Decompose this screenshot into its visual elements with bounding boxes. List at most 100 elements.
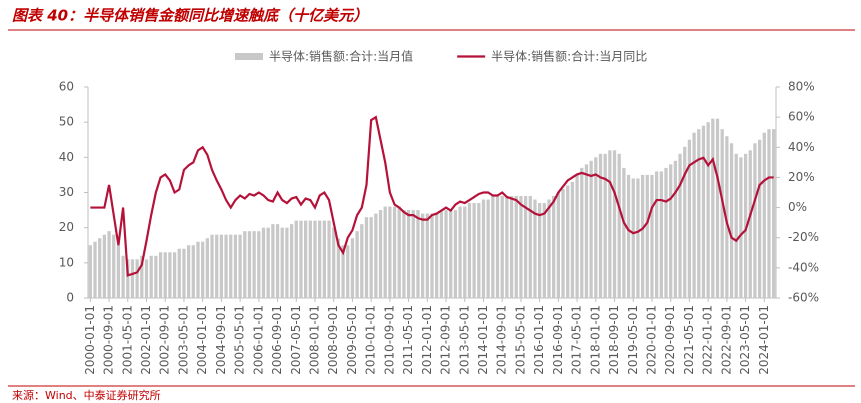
bar xyxy=(734,153,738,298)
bar xyxy=(233,234,238,298)
bar xyxy=(215,234,219,298)
bar xyxy=(163,252,167,298)
bar xyxy=(715,118,720,299)
bar xyxy=(650,174,654,298)
y-tick-label: 0 xyxy=(66,291,74,305)
bar xyxy=(608,150,612,298)
bar xyxy=(584,164,589,298)
bar xyxy=(388,206,392,298)
bar xyxy=(308,220,312,298)
bar xyxy=(360,224,364,298)
bar xyxy=(640,174,645,298)
x-tick-label: 2013-05-01 xyxy=(457,305,471,375)
bar xyxy=(158,252,163,298)
bar xyxy=(266,227,270,298)
x-tick-label: 2011-05-01 xyxy=(401,305,415,375)
bar xyxy=(144,259,149,298)
bar xyxy=(383,206,387,298)
bar xyxy=(318,220,322,298)
bar xyxy=(369,217,373,298)
x-tick-label: 2004-01-01 xyxy=(195,305,209,375)
bar xyxy=(261,227,266,298)
line xyxy=(90,115,774,277)
bar xyxy=(126,259,130,298)
bar xyxy=(186,245,191,298)
bar xyxy=(725,136,729,298)
x-tick-label: 2014-01-01 xyxy=(476,305,490,375)
bar xyxy=(509,196,514,298)
bar xyxy=(617,153,621,298)
bar xyxy=(467,203,472,298)
bar xyxy=(191,245,195,298)
bar xyxy=(444,210,448,298)
bar xyxy=(519,196,523,298)
bar xyxy=(411,210,415,298)
y2-tick-label: -60% xyxy=(788,291,819,305)
x-tick-label: 2003-05-01 xyxy=(176,305,190,375)
bar xyxy=(172,252,177,298)
y-tick-label: 60 xyxy=(59,80,74,94)
bar xyxy=(655,171,659,298)
bar xyxy=(706,122,710,299)
bar xyxy=(154,255,158,298)
legend-label: 半导体:销售额:合计:当月值 xyxy=(269,49,413,64)
bar xyxy=(528,196,532,298)
x-tick-label: 2006-09-01 xyxy=(270,305,284,375)
source: 来源：Wind、中泰证券研究所 xyxy=(12,388,161,402)
bar xyxy=(364,217,369,298)
bar xyxy=(140,255,144,298)
bar xyxy=(486,199,490,298)
x-tick-label: 2012-09-01 xyxy=(439,305,453,375)
bar xyxy=(772,129,776,298)
bar xyxy=(566,185,570,298)
y-tick-label: 50 xyxy=(59,115,74,129)
bar xyxy=(538,203,542,298)
bar xyxy=(636,178,640,298)
bar xyxy=(229,234,233,298)
bar xyxy=(561,188,565,298)
bar xyxy=(678,153,682,298)
bar xyxy=(88,245,92,298)
y2-tick-label: 60% xyxy=(788,110,815,124)
bar xyxy=(575,174,579,298)
bar xyxy=(463,206,467,298)
bar xyxy=(355,231,359,298)
bar xyxy=(523,196,528,298)
bar xyxy=(130,259,135,298)
bar xyxy=(477,203,481,298)
bar xyxy=(505,196,509,298)
bar xyxy=(332,227,336,298)
bar xyxy=(177,248,181,298)
bar xyxy=(449,210,453,298)
bar xyxy=(720,129,724,298)
bar xyxy=(238,234,242,298)
bar xyxy=(280,227,284,298)
x-tick-label: 2002-01-01 xyxy=(139,305,153,375)
x-tick-label: 2002-09-01 xyxy=(158,305,172,375)
bar xyxy=(294,220,298,298)
x-tick-label: 2018-09-01 xyxy=(607,305,621,375)
bar xyxy=(683,146,687,298)
x-tick-label: 2023-05-01 xyxy=(738,305,752,375)
x-tick-label: 2006-01-01 xyxy=(251,305,265,375)
x-tick-label: 2016-09-01 xyxy=(551,305,565,375)
bar xyxy=(692,132,696,298)
bar xyxy=(458,206,462,298)
x-tick-label: 2015-05-01 xyxy=(513,305,527,375)
bar xyxy=(406,210,411,298)
x-tick-label: 2010-09-01 xyxy=(382,305,396,375)
x-tick-label: 2021-05-01 xyxy=(682,305,696,375)
bar xyxy=(425,213,429,298)
x-tick-label: 2004-09-01 xyxy=(214,305,228,375)
bar xyxy=(711,118,715,299)
bar xyxy=(135,259,139,298)
y-tick-label: 20 xyxy=(59,220,74,234)
bar xyxy=(669,164,673,298)
bar xyxy=(500,196,504,298)
bar xyxy=(219,234,224,298)
bar xyxy=(514,196,518,298)
bar xyxy=(598,153,603,298)
bar xyxy=(664,167,668,298)
bar xyxy=(645,174,649,298)
bar xyxy=(285,227,289,298)
